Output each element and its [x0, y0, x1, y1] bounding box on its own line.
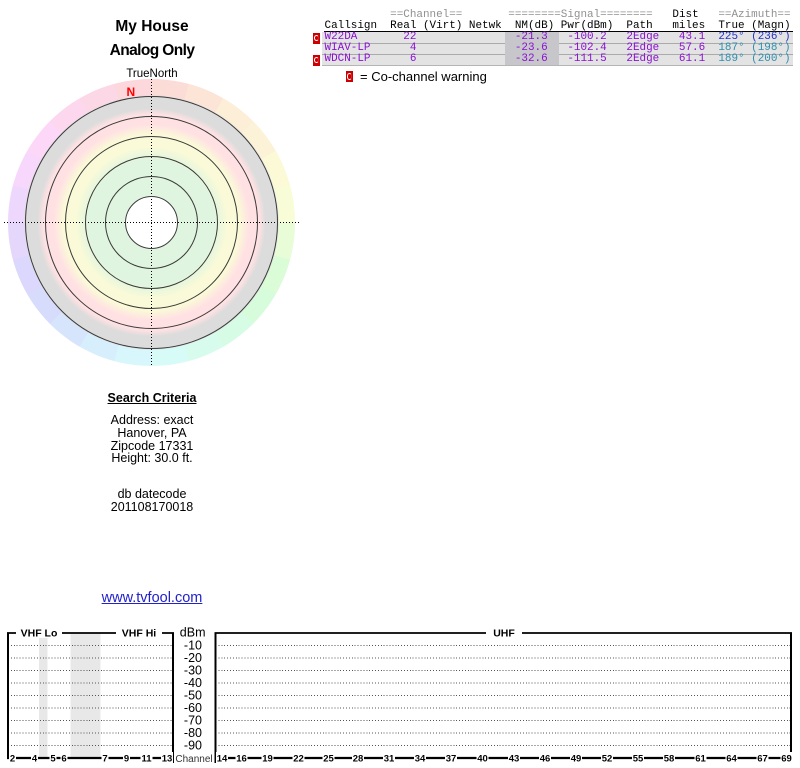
svg-text:VHF Lo: VHF Lo [21, 628, 58, 640]
svg-text:64: 64 [726, 754, 737, 765]
svg-text:6: 6 [61, 754, 66, 765]
svg-text:58: 58 [664, 754, 675, 765]
svg-text:37: 37 [446, 754, 457, 765]
svg-text:7: 7 [102, 754, 107, 765]
svg-text:-60: -60 [184, 701, 202, 715]
svg-text:dBm: dBm [180, 626, 206, 640]
svg-text:25: 25 [323, 754, 334, 765]
svg-text:34: 34 [415, 754, 426, 765]
svg-text:VHF Hi: VHF Hi [122, 628, 157, 640]
svg-text:4: 4 [32, 754, 38, 765]
svg-text:22: 22 [293, 754, 304, 765]
svg-text:46: 46 [540, 754, 551, 765]
svg-text:28: 28 [353, 754, 364, 765]
svg-text:43: 43 [509, 754, 520, 765]
svg-text:69: 69 [781, 754, 792, 765]
svg-text:2: 2 [10, 754, 15, 765]
svg-text:-10: -10 [184, 639, 202, 653]
svg-text:19: 19 [262, 754, 273, 765]
svg-text:-90: -90 [184, 739, 202, 753]
svg-text:52: 52 [602, 754, 613, 765]
svg-text:11: 11 [141, 754, 152, 765]
svg-text:-80: -80 [184, 726, 202, 740]
svg-text:16: 16 [236, 754, 247, 765]
svg-text:61: 61 [695, 754, 706, 765]
svg-text:31: 31 [384, 754, 395, 765]
svg-text:-70: -70 [184, 714, 202, 728]
svg-text:-20: -20 [184, 651, 202, 665]
svg-text:13: 13 [162, 754, 173, 765]
svg-text:40: 40 [477, 754, 488, 765]
svg-text:9: 9 [124, 754, 129, 765]
svg-text:-30: -30 [184, 664, 202, 678]
svg-text:49: 49 [571, 754, 582, 765]
svg-text:5: 5 [50, 754, 56, 765]
svg-text:14: 14 [217, 754, 228, 765]
svg-text:UHF: UHF [493, 628, 515, 640]
svg-text:67: 67 [757, 754, 768, 765]
svg-text:-50: -50 [184, 689, 202, 703]
svg-text:-40: -40 [184, 676, 202, 690]
svg-text:Channel: Channel [175, 754, 212, 765]
svg-text:55: 55 [633, 754, 644, 765]
